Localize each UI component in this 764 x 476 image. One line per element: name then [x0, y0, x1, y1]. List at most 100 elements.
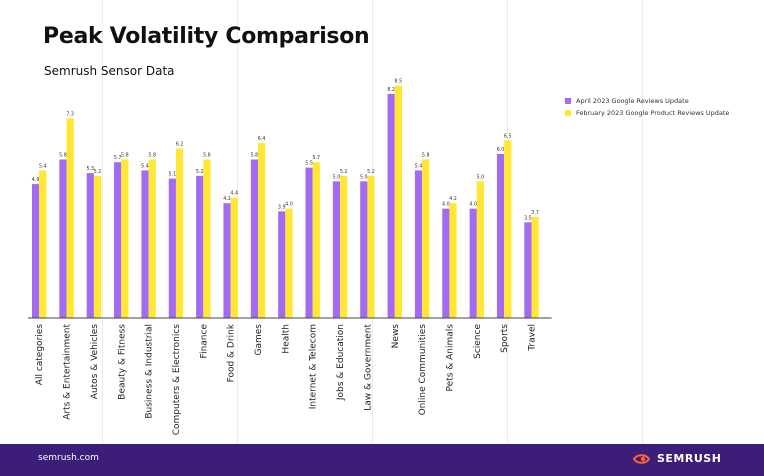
data-label: 6.4	[258, 136, 266, 142]
category-label: Science	[473, 324, 483, 359]
data-label: 5.7	[114, 155, 122, 161]
category-label: Health	[281, 324, 291, 354]
data-label: 5.2	[367, 169, 375, 175]
category-label: Online Communities	[418, 324, 428, 416]
data-label: 4.9	[32, 177, 40, 183]
legend-swatch-february	[565, 110, 571, 116]
data-label: 4.0	[442, 202, 450, 208]
data-label: 5.4	[141, 163, 149, 169]
bar-february	[230, 197, 238, 318]
category-label: Law & Government	[363, 324, 373, 411]
data-label: 5.7	[312, 155, 320, 161]
data-label: 4.4	[230, 191, 238, 197]
bar-april	[168, 178, 176, 318]
bar-april	[32, 184, 40, 318]
data-label: 5.8	[203, 152, 211, 158]
brand-name: SEMRUSH	[657, 452, 722, 465]
bar-april	[332, 181, 341, 318]
bar-february	[66, 118, 74, 318]
data-label: 5.8	[121, 152, 129, 158]
data-label: 6.0	[497, 147, 505, 153]
category-label: News	[391, 324, 401, 349]
background-gridline	[642, 0, 643, 444]
bar-february	[175, 148, 184, 318]
bar-april	[360, 181, 368, 318]
bar-april	[86, 173, 94, 318]
bar-april	[524, 222, 532, 318]
data-label: 4.2	[223, 196, 231, 202]
data-label: 5.2	[196, 169, 204, 175]
data-label: 8.2	[387, 87, 395, 93]
bar-april	[496, 154, 505, 318]
category-label: Autos & Vehicles	[90, 324, 100, 400]
category-label: Arts & Entertainment	[63, 324, 73, 420]
category-label: Sports	[500, 324, 510, 353]
footer-url[interactable]: semrush.com	[38, 453, 99, 463]
bar-april	[223, 203, 231, 318]
category-label: Games	[254, 324, 264, 356]
chart-subtitle: Semrush Sensor Data	[44, 64, 175, 78]
bar-february	[422, 159, 430, 318]
bar-chart: 4.9 5.4 All categories 5.8 7.3 Arts & Enterta…	[28, 79, 552, 436]
category-label: Finance	[199, 324, 209, 359]
data-label: 5.1	[169, 172, 177, 178]
category-label: Travel	[528, 324, 538, 352]
bar-february	[367, 175, 375, 318]
category-label: Business & Industrial	[145, 324, 155, 419]
legend-label-february: February 2023 Google Product Reviews Upd…	[576, 109, 730, 117]
legend-item-april: April 2023 Google Reviews Update	[565, 95, 729, 107]
data-label: 5.2	[340, 169, 348, 175]
chart-title: Peak Volatility Comparison	[43, 24, 370, 49]
legend-label-april: April 2023 Google Reviews Update	[576, 97, 689, 105]
bar-february	[285, 208, 293, 318]
bar-april	[59, 159, 67, 318]
bar-april	[141, 170, 149, 318]
bar-february	[394, 85, 402, 319]
bar-april	[414, 170, 423, 318]
data-label: 5.0	[360, 174, 368, 180]
footer-bar: semrush.com SEMRUSH	[0, 444, 764, 476]
category-label: Computers & Electronics	[172, 324, 182, 436]
data-label: 5.0	[333, 174, 341, 180]
category-label: All categories	[35, 324, 45, 386]
category-label: Internet & Telecom	[309, 324, 319, 409]
bar-february	[531, 216, 539, 318]
category-label: Jobs & Education	[336, 324, 346, 401]
data-label: 6.2	[176, 142, 184, 148]
bar-february	[121, 159, 129, 318]
data-label: 4.0	[469, 202, 477, 208]
chart-legend: April 2023 Google Reviews Update Februar…	[565, 95, 729, 119]
background-gridline	[102, 0, 103, 444]
category-label: Pets & Animals	[445, 324, 455, 392]
bar-february	[203, 159, 211, 318]
data-label: 5.4	[415, 163, 423, 169]
bar-february	[476, 181, 484, 318]
data-label: 3.7	[531, 210, 539, 216]
bar-february	[340, 175, 348, 318]
data-label: 6.5	[504, 133, 512, 139]
semrush-flame-icon	[632, 453, 651, 464]
data-label: 5.8	[59, 152, 67, 158]
bar-february	[148, 159, 156, 318]
data-label: 7.3	[66, 111, 74, 117]
data-label: 5.8	[422, 152, 430, 158]
bar-april	[114, 162, 122, 318]
data-label: 8.5	[395, 79, 403, 85]
data-label: 5.8	[251, 152, 259, 158]
bar-april	[250, 159, 258, 318]
data-label: 5.3	[86, 166, 94, 172]
semrush-logo[interactable]: SEMRUSH	[632, 452, 721, 465]
data-label: 5.4	[39, 163, 47, 169]
bar-april	[196, 175, 204, 318]
bar-april	[442, 208, 450, 318]
legend-swatch-april	[565, 98, 571, 104]
data-label: 5.2	[94, 169, 102, 175]
data-label: 5.5	[305, 161, 313, 167]
bar-february	[93, 175, 102, 318]
bar-february	[449, 203, 457, 318]
data-label: 5.8	[148, 152, 156, 158]
bar-april	[305, 167, 313, 318]
data-label: 5.0	[477, 174, 485, 180]
bar-february	[312, 162, 320, 318]
bar-april	[469, 208, 477, 318]
